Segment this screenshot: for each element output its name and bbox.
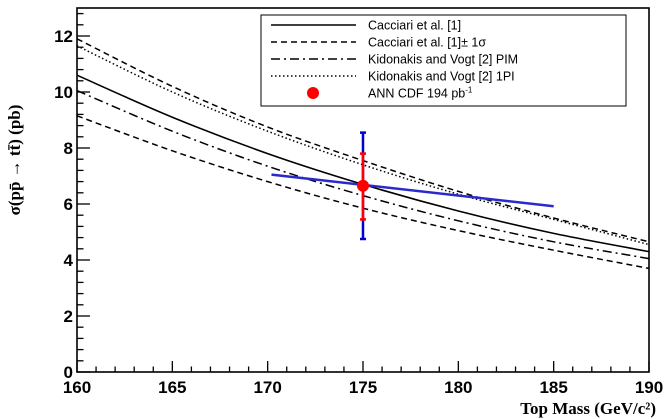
measurement-group [271,131,554,241]
tick-labels: 160 165 170 175 180 185 190 0 2 4 6 8 10 12 [54,27,663,397]
y-tick-label: 8 [64,139,73,158]
x-tick-label: 175 [349,378,377,397]
x-tick-label: 160 [63,378,91,397]
x-tick-label: 165 [158,378,186,397]
legend-entry-2: Kidonakis and Vogt [2] PIM [368,53,518,67]
axis-ticks [76,12,650,373]
legend-entry-measurement: ANN CDF 194 pb-1 [368,86,473,101]
mass-dependence-line [271,173,554,208]
y-tick-label: 2 [64,307,73,326]
x-tick-label: 170 [253,378,281,397]
x-tick-label: 190 [635,378,663,397]
x-tick-label: 185 [539,378,567,397]
legend-marker-measurement [307,87,319,99]
legend-entry-3: Kidonakis and Vogt [2] 1PI [368,70,515,84]
y-tick-label: 0 [64,363,73,382]
y-tick-label: 10 [54,83,73,102]
x-axis-title: Top Mass (GeV/c²) [520,399,656,418]
y-tick-label: 4 [64,251,74,270]
measurement-point [357,179,369,192]
legend-superscript: -1 [465,86,473,95]
legend-entry-1: Cacciari et al. [1]± 1σ [368,36,486,50]
legend: Cacciari et al. [1] Cacciari et al. [1]± … [260,14,627,107]
legend-entry-0: Cacciari et al. [1] [368,19,461,33]
series-line-4 [76,45,650,246]
y-tick-label: 6 [64,195,73,214]
y-tick-label: 12 [54,27,73,46]
x-tick-label: 180 [444,378,472,397]
legend-box [260,14,627,107]
y-axis-title: σ(pp̄ → tt̄) (pb) [5,105,24,216]
